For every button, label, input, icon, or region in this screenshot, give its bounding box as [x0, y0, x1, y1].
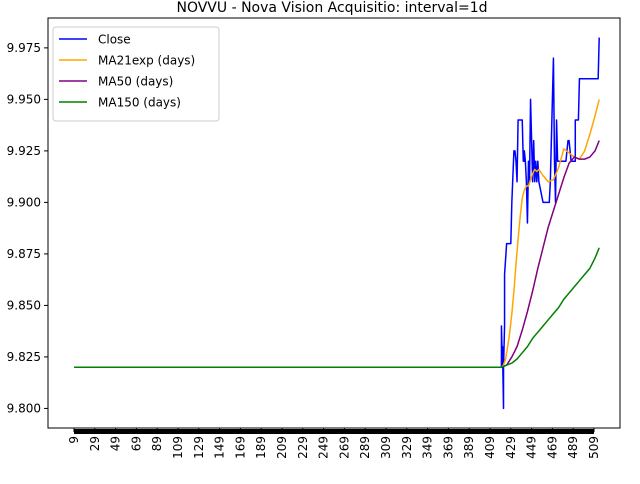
x-tick-label: 429 — [504, 436, 518, 459]
x-tick-label: 229 — [296, 436, 310, 459]
x-tick-label: 289 — [358, 436, 372, 459]
x-tick-label: 449 — [525, 436, 539, 459]
y-axis: 9.800 9.825 9.850 9.875 9.900 9.925 9.950 9.975 — [7, 41, 48, 415]
series-line-3 — [74, 140, 600, 368]
y-tick-label: 9.825 — [7, 350, 41, 364]
series-line-2 — [74, 99, 600, 368]
legend-label: MA21exp (days) — [98, 54, 195, 68]
x-tick-label: 69 — [129, 436, 143, 451]
x-tick-label: 9 — [67, 436, 81, 444]
x-tick-label: 189 — [254, 436, 268, 459]
series-line-4 — [74, 247, 600, 368]
y-tick-label: 9.900 — [7, 195, 41, 209]
x-tick-label: 349 — [421, 436, 435, 459]
x-tick-label: 209 — [275, 436, 289, 459]
y-tick-label: 9.925 — [7, 144, 41, 158]
x-tick-label: 49 — [109, 436, 123, 451]
y-tick-label: 9.950 — [7, 92, 41, 106]
x-tick-label: 169 — [233, 436, 247, 459]
x-tick-label: 329 — [400, 436, 414, 459]
x-tick-label: 269 — [337, 436, 351, 459]
y-tick-label: 9.975 — [7, 41, 41, 55]
legend-box — [52, 26, 220, 122]
x-tick-label: 309 — [379, 436, 393, 459]
x-tick-label: 129 — [192, 436, 206, 459]
x-tick-label: 149 — [213, 436, 227, 459]
series-line-1 — [74, 37, 600, 410]
axes-frame — [47, 17, 621, 429]
plot-area — [47, 17, 621, 429]
x-tick-label: 369 — [441, 436, 455, 459]
x-tick-label: 89 — [150, 436, 164, 451]
legend-label: MA150 (days) — [98, 96, 181, 110]
x-tick-label: 109 — [171, 436, 185, 459]
legend-label: Close — [98, 33, 131, 47]
y-tick-label: 9.850 — [7, 298, 41, 312]
x-axis-dense-ticks — [74, 429, 594, 434]
x-tick-label: 389 — [462, 436, 476, 459]
legend-label: MA50 (days) — [98, 75, 173, 89]
legend: Close MA21exp (days) MA50 (days) MA150 (day… — [52, 26, 220, 122]
y-tick-label: 9.875 — [7, 247, 41, 261]
x-tick-label: 29 — [88, 436, 102, 451]
x-tick-label: 469 — [545, 436, 559, 459]
x-tick-label: 509 — [587, 436, 601, 459]
x-tick-label: 489 — [566, 436, 580, 459]
x-tick-label: 409 — [483, 436, 497, 459]
y-tick-label: 9.800 — [7, 401, 41, 415]
x-axis: 9 29 49 69 89 109 129 149 169 189 209 229 249 269 289 3… — [67, 428, 601, 459]
x-tick-label: 249 — [317, 436, 331, 459]
chart-title: NOVVU - Nova Vision Acquisitio: interval… — [176, 0, 487, 16]
